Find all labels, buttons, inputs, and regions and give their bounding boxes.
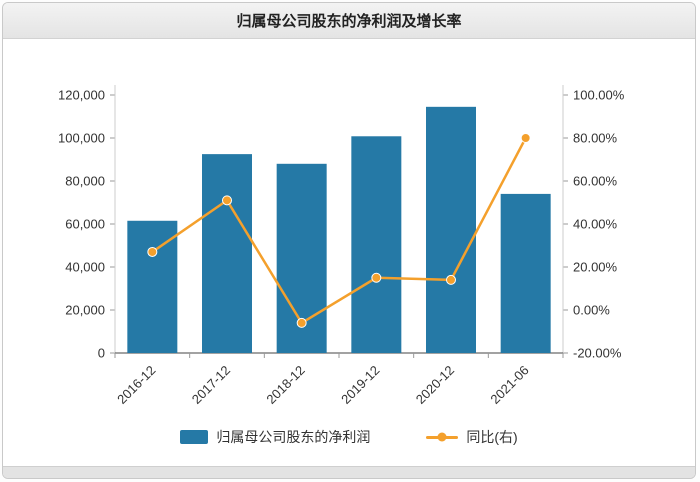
yoy-line	[151, 136, 527, 325]
x-axis-label: 2020-12	[413, 363, 457, 407]
line-point-2021-06[interactable]	[520, 133, 531, 143]
right-axis-tick-label: 20.00%	[573, 260, 618, 275]
line-point-2017-12[interactable]	[222, 195, 232, 206]
legend-label-net-profit: 归属母公司股东的净利润	[216, 429, 371, 445]
right-axis-tick-label: 0.00%	[573, 303, 610, 318]
legend-line-dot	[437, 432, 447, 442]
x-axis-label: 2021-06	[487, 363, 531, 407]
right-axis-tick-label: 60.00%	[573, 174, 618, 189]
bar-2019-12[interactable]	[351, 136, 402, 353]
x-axis-label: 2019-12	[338, 363, 382, 407]
bottom-bar	[3, 466, 695, 478]
left-axis-tick-label: 120,000	[58, 88, 105, 103]
x-axis-label: 2018-12	[263, 363, 307, 407]
legend-line-swatch	[426, 432, 459, 442]
left-axis-tick-label: 40,000	[65, 260, 105, 275]
bar-2021-06[interactable]	[500, 193, 551, 353]
chart-title: 归属母公司股东的净利润及增长率	[236, 13, 462, 30]
x-axis-label: 2017-12	[189, 363, 233, 407]
right-axis-tick-label: 80.00%	[573, 131, 618, 146]
right-axis-tick-label: 40.00%	[573, 217, 618, 232]
legend-item-net-profit[interactable]: 归属母公司股东的净利润	[180, 427, 370, 447]
chart-legend: 归属母公司股东的净利润 同比(右)	[3, 427, 695, 447]
legend-bar-swatch	[180, 430, 209, 444]
combo-chart: 0 20,000 40,000 60,000 80,000 100,000 120,000 -…	[58, 85, 625, 407]
line-point-2019-12[interactable]	[371, 272, 382, 283]
left-axis-tick-label: 60,000	[65, 217, 105, 232]
left-axis-tick-label: 20,000	[65, 303, 105, 318]
x-axis-label: 2016-12	[114, 363, 158, 407]
legend-item-yoy[interactable]: 同比(右)	[426, 427, 518, 447]
line-point-2018-12[interactable]	[296, 317, 307, 328]
left-axis-tick-label: 80,000	[65, 174, 105, 189]
panel-titlebar: 归属母公司股东的净利润及增长率	[3, 3, 695, 39]
line-point-2016-12[interactable]	[147, 246, 158, 257]
bar-2017-12[interactable]	[202, 154, 252, 353]
legend-label-yoy: 同比(右)	[466, 429, 518, 445]
right-axis-tick-label: -20.00%	[573, 346, 622, 361]
bar-2016-12[interactable]	[127, 220, 178, 353]
left-axis-tick-label: 100,000	[58, 131, 105, 146]
bar-2020-12[interactable]	[426, 106, 476, 353]
chart-area: 0 20,000 40,000 60,000 80,000 100,000 120,000 -…	[3, 43, 695, 421]
left-axis-tick-label: 0	[98, 346, 105, 361]
line-point-2020-12[interactable]	[446, 274, 456, 285]
right-axis-tick-label: 100.00%	[573, 88, 625, 103]
